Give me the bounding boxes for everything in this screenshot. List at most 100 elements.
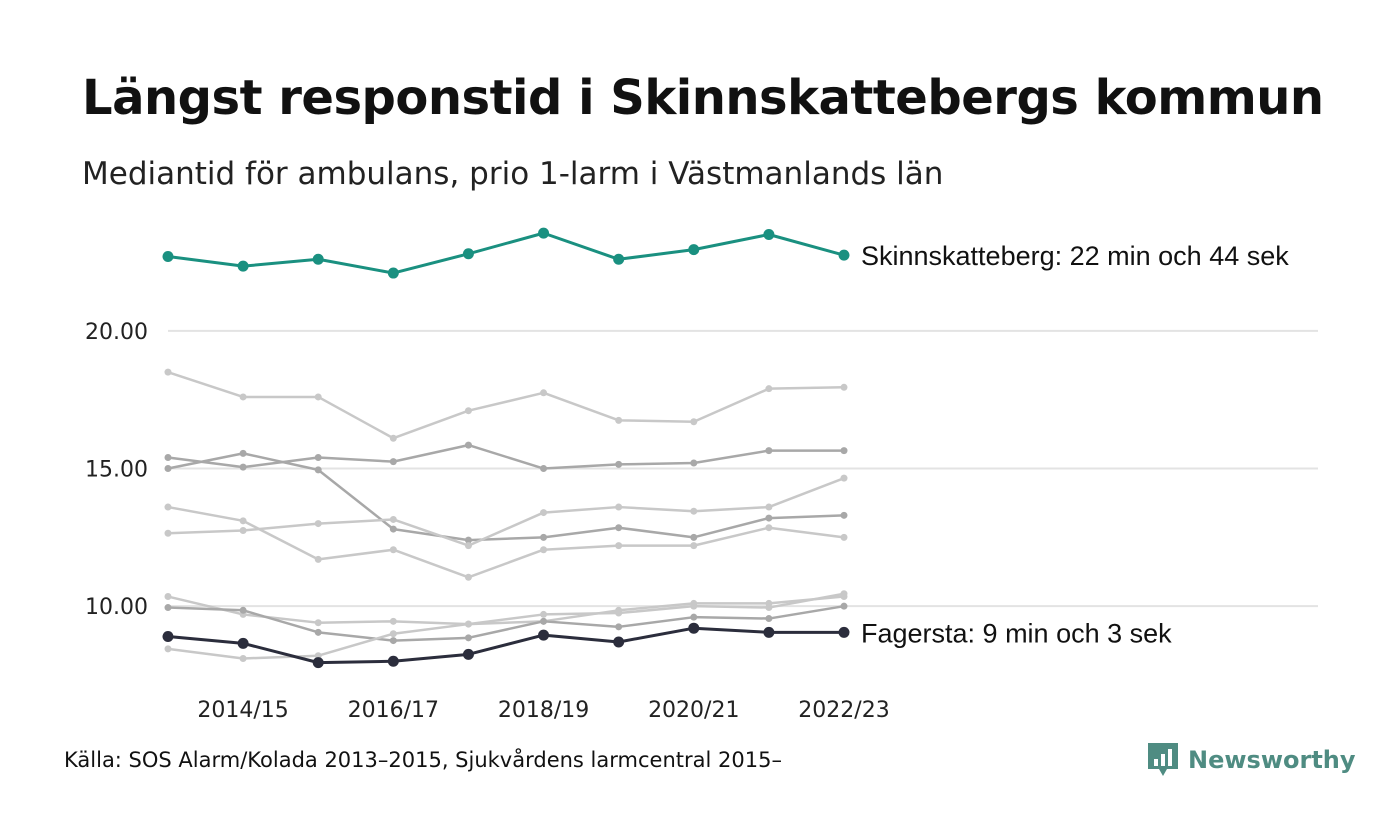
chart-title: Längst responstid i Skinnskattebergs kom…	[82, 70, 1324, 126]
data-point-fagersta	[613, 636, 625, 648]
data-point	[765, 524, 773, 532]
data-point-skinnskatteberg	[462, 248, 474, 260]
data-point-fagersta	[162, 630, 174, 642]
data-point-skinnskatteberg	[312, 253, 324, 265]
end-label-fagersta: Fagersta: 9 min och 3 sek	[861, 618, 1172, 648]
data-point	[389, 515, 397, 523]
data-point	[765, 503, 773, 511]
x-tick-label: 2022/23	[798, 698, 889, 723]
data-point-skinnskatteberg	[538, 227, 550, 239]
series-line-0	[167, 370, 845, 440]
data-point	[765, 447, 773, 455]
logo-text: Newsworthy	[1188, 746, 1356, 774]
end-label-skinnskatteberg: Skinnskatteberg: 22 min och 44 sek	[861, 241, 1289, 271]
data-point-fagersta	[688, 622, 700, 634]
data-point	[239, 449, 247, 457]
series-line-6	[167, 604, 845, 642]
data-point	[239, 606, 247, 614]
data-point	[540, 389, 548, 397]
data-point	[840, 474, 848, 482]
data-point	[239, 517, 247, 525]
data-point	[615, 460, 623, 468]
data-point	[314, 393, 322, 401]
data-point	[314, 466, 322, 474]
data-point	[389, 630, 397, 638]
data-point	[840, 383, 848, 391]
data-point	[765, 604, 773, 612]
data-point	[314, 628, 322, 636]
data-point	[840, 590, 848, 598]
data-point-skinnskatteberg	[237, 260, 249, 272]
data-point-fagersta	[312, 657, 324, 669]
series-line-4	[167, 476, 845, 547]
y-tick-label: 10.00	[85, 595, 148, 620]
data-point	[840, 602, 848, 610]
series-line-5	[167, 595, 845, 626]
data-point	[464, 441, 472, 449]
data-point	[540, 546, 548, 554]
data-point	[164, 465, 172, 473]
data-point	[690, 533, 698, 541]
series-line-2	[167, 452, 845, 542]
data-point	[164, 454, 172, 462]
data-point	[164, 503, 172, 511]
end-labels: Fagersta: 9 min och 3 sek Skinnskatteberg…	[861, 241, 1289, 648]
data-point-skinnskatteberg	[613, 253, 625, 265]
series-lines	[162, 227, 850, 669]
data-point-fagersta	[237, 637, 249, 649]
data-point	[540, 509, 548, 517]
y-tick-label: 15.00	[85, 458, 148, 483]
data-point	[389, 637, 397, 645]
data-point	[690, 602, 698, 610]
x-tick-label: 2016/17	[348, 698, 439, 723]
series-line-1	[167, 443, 844, 470]
data-point	[540, 533, 548, 541]
data-point-skinnskatteberg	[387, 267, 399, 279]
data-point	[389, 617, 397, 625]
data-point	[239, 654, 247, 662]
data-point	[464, 542, 472, 550]
data-point-fagersta	[763, 626, 775, 638]
data-point	[464, 536, 472, 544]
data-point	[615, 503, 623, 511]
series-line-fagersta	[167, 626, 844, 665]
data-point-fagersta	[538, 629, 550, 641]
data-point	[239, 526, 247, 534]
data-point	[164, 593, 172, 601]
data-point	[690, 418, 698, 426]
data-point	[164, 604, 172, 612]
data-point	[389, 546, 397, 554]
data-point-skinnskatteberg	[838, 249, 850, 261]
data-point	[540, 465, 548, 473]
data-point	[840, 511, 848, 519]
series-line-3	[167, 505, 845, 579]
data-point	[389, 434, 397, 442]
data-point	[840, 533, 848, 541]
data-point-fagersta	[462, 648, 474, 660]
data-point	[314, 520, 322, 528]
data-point	[615, 609, 623, 617]
data-point-fagersta	[838, 626, 850, 638]
chart-subtitle: Mediantid för ambulans, prio 1-larm i Vä…	[82, 156, 944, 192]
data-point	[690, 459, 698, 467]
x-tick-label: 2014/15	[197, 698, 288, 723]
data-point	[464, 573, 472, 581]
x-tick-label: 2018/19	[498, 698, 589, 723]
data-point	[164, 645, 172, 653]
data-point	[765, 514, 773, 522]
series-line-7	[167, 592, 845, 660]
data-point	[615, 623, 623, 631]
data-point	[690, 507, 698, 515]
x-axis-ticks: 2014/15 2016/17 2018/19 2020/21 2022/23	[197, 698, 889, 723]
data-point	[464, 620, 472, 628]
data-point	[389, 525, 397, 533]
newsworthy-chart-icon	[1148, 743, 1178, 776]
y-tick-label: 20.00	[85, 320, 148, 345]
gridlines	[168, 329, 1318, 608]
data-point	[239, 463, 247, 471]
data-point	[464, 407, 472, 415]
data-point	[314, 619, 322, 627]
data-point	[239, 393, 247, 401]
data-point-skinnskatteberg	[688, 244, 700, 256]
